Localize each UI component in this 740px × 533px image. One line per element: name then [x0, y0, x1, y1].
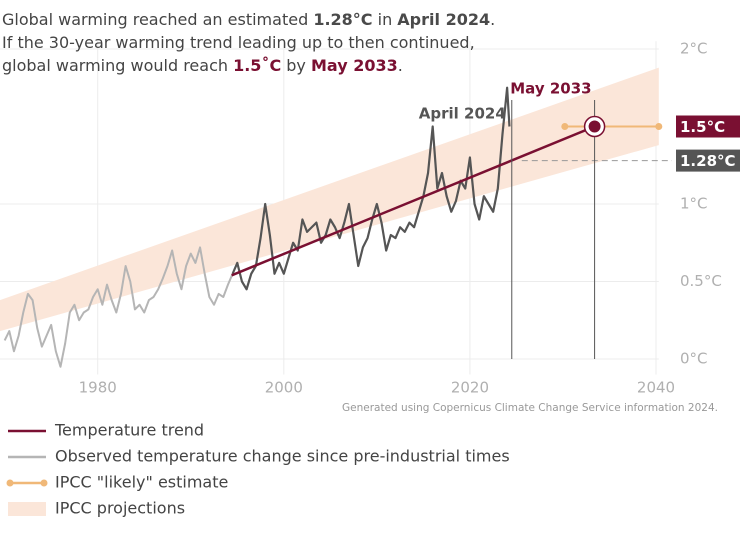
annotation-label: April 2024	[419, 105, 506, 123]
title-segment: If the 30-year warming trend leading up …	[2, 33, 475, 52]
highlight-dot	[588, 120, 601, 133]
title-segment: in	[373, 10, 398, 29]
y-tick-label: 0°C	[680, 350, 708, 368]
series-line	[3, 246, 234, 368]
title-segment: April 2024	[397, 10, 490, 29]
marker	[561, 123, 569, 130]
value-box	[676, 149, 740, 172]
y-tick-label: 2°C	[680, 40, 708, 58]
annotation-label: May 2033	[510, 80, 591, 98]
title-segment: by	[281, 56, 311, 75]
title-segment: 1.28°C	[313, 10, 372, 29]
legend-marker	[40, 479, 48, 487]
legend-label: Observed temperature change since pre-in…	[55, 447, 510, 466]
chart-title: If the 30-year warming trend leading up …	[2, 33, 475, 52]
title-segment: 1.5˚C	[233, 56, 281, 75]
title-segment: global warming would reach	[2, 56, 233, 75]
projection-band	[0, 67, 659, 332]
chart-title: Global warming reached an estimated 1.28…	[2, 10, 495, 29]
y-tick-label: 1°C	[680, 195, 708, 213]
title-segment: .	[398, 56, 403, 75]
chart-title: global warming would reach 1.5˚C by May …	[2, 56, 403, 75]
series-line	[231, 86, 511, 291]
legend-label: IPCC "likely" estimate	[55, 473, 228, 492]
value-box-label: 1.28°C	[680, 152, 736, 170]
value-box-label: 1.5°C	[680, 118, 725, 136]
value-box	[676, 115, 740, 138]
x-tick-label: 2040	[637, 379, 675, 397]
legend-marker	[6, 479, 14, 487]
title-segment: Global warming reached an estimated	[2, 10, 313, 29]
title-segment: .	[490, 10, 495, 29]
title-segment: May 2033	[311, 56, 398, 75]
legend-label: Temperature trend	[54, 421, 204, 440]
y-tick-label: 0.5°C	[680, 272, 722, 290]
caption: Generated using Copernicus Climate Chang…	[342, 402, 718, 414]
legend-swatch	[8, 502, 46, 516]
marker	[655, 123, 663, 130]
x-tick-label: 2020	[451, 379, 489, 397]
x-tick-label: 2000	[265, 379, 303, 397]
series-line	[231, 125, 596, 277]
x-tick-label: 1980	[79, 379, 117, 397]
legend-label: IPCC projections	[55, 499, 185, 518]
